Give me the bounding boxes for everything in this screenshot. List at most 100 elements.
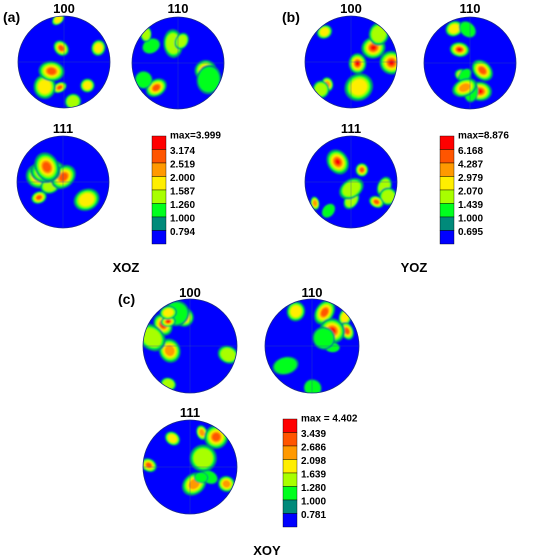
legend-level-label: 1.280 — [301, 483, 326, 494]
intensity-peak — [458, 20, 477, 38]
panel-c-label: (c) — [118, 291, 135, 307]
legend-level-label: 4.287 — [458, 160, 483, 171]
legend-swatch — [439, 162, 455, 177]
legend-level-label: 2.519 — [170, 160, 195, 171]
intensity-peak — [64, 93, 82, 108]
pole-figure-crosshair — [424, 17, 516, 109]
legend-swatch — [282, 513, 298, 528]
pole-figure-crosshair — [265, 299, 359, 393]
legend-swatch — [282, 432, 298, 447]
panel-a-pole-111-title: 111 — [53, 121, 73, 136]
legend-level-label: 1.439 — [458, 200, 483, 211]
legend-level-label: 2.098 — [301, 456, 326, 467]
pole-figure-crosshair — [18, 16, 110, 108]
intensity-peak — [143, 458, 157, 473]
panel-c-pole-figure-110 — [264, 298, 360, 394]
intensity-peak — [313, 299, 336, 325]
legend-swatch — [282, 472, 298, 487]
panel-b-pole-figure-111 — [304, 135, 398, 229]
intensity-peak — [344, 73, 374, 102]
panel-a-label: (a) — [3, 9, 20, 25]
legend-level-label: 6.168 — [458, 146, 483, 157]
pole-figure-crosshair — [143, 299, 237, 393]
intensity-peak — [33, 74, 56, 100]
legend-swatch — [282, 486, 298, 501]
intensity-peak — [355, 163, 369, 177]
panel-b-pole-110-title: 110 — [460, 1, 481, 16]
panel-a-pole-figure-100 — [17, 15, 111, 109]
panel-c: (c) 100 110 111 max = 4.402 3.439 2.686 2.0… — [118, 285, 360, 558]
intensity-peak — [217, 345, 237, 364]
intensity-peak — [73, 188, 100, 211]
pole-figure-crosshair — [305, 16, 397, 108]
legend-swatch — [282, 418, 298, 433]
panel-c-pole-111-title: 111 — [180, 405, 200, 420]
legend-swatch — [151, 203, 167, 218]
legend-level-label: 2.000 — [170, 173, 195, 184]
panel-c-legend: max = 4.402 3.439 2.686 2.098 1.639 1.280 1.00… — [282, 414, 358, 528]
panel-a: (a) 100 110 111 max=3.999 3.174 2.519 2.000… — [3, 1, 225, 275]
legend-max-label: max=8.876 — [458, 131, 509, 142]
panel-b-pole-figure-110 — [423, 16, 517, 110]
pole-figure-crosshair — [143, 420, 237, 514]
legend-swatch — [151, 230, 167, 245]
intensity-peak — [80, 78, 95, 93]
intensity-peak — [159, 305, 178, 320]
intensity-peak — [193, 471, 209, 484]
intensity-peak — [348, 53, 367, 74]
legend-max-label: max = 4.402 — [301, 414, 358, 425]
legend-swatch — [151, 216, 167, 231]
intensity-peak — [91, 39, 106, 57]
panel-a-pole-figure-110 — [131, 16, 225, 110]
panel-a-pole-figure-111 — [16, 135, 110, 229]
pole-figure-outline — [304, 15, 398, 109]
pole-figure-outline — [423, 16, 517, 110]
intensity-peak — [272, 356, 299, 375]
panel-a-pole-100-title: 100 — [53, 1, 75, 16]
legend-level-label: 1.260 — [170, 200, 195, 211]
panel-c-pole-110-title: 110 — [302, 285, 323, 300]
legend-swatch — [151, 176, 167, 191]
legend-level-label: 2.979 — [458, 173, 483, 184]
panel-c-pole-figure-111 — [142, 419, 238, 515]
legend-level-label: 3.174 — [170, 146, 195, 157]
panel-b-plane-label: YOZ — [401, 260, 428, 275]
legend-swatch — [439, 176, 455, 191]
legend-level-label: 0.695 — [458, 227, 483, 238]
panel-a-legend: max=3.999 3.174 2.519 2.000 1.587 1.260 1.000 0… — [151, 131, 221, 245]
legend-level-label: 2.070 — [458, 187, 483, 198]
pole-figure-crosshair — [132, 17, 224, 109]
legend-swatch — [151, 189, 167, 204]
legend-swatch — [151, 135, 167, 150]
legend-level-label: 1.587 — [170, 187, 195, 198]
intensity-peak — [134, 70, 153, 89]
intensity-peak — [189, 444, 217, 472]
panel-c-pole-figure-100 — [142, 298, 238, 394]
intensity-peak — [379, 187, 397, 206]
legend-swatch — [439, 149, 455, 164]
pole-figure-outline — [142, 298, 238, 394]
legend-level-label: 1.000 — [458, 214, 483, 225]
legend-swatch — [439, 216, 455, 231]
panel-b-pole-111-title: 111 — [341, 121, 361, 136]
intensity-peak — [471, 59, 494, 82]
legend-swatch — [439, 230, 455, 245]
pole-figure-crosshair — [305, 136, 397, 228]
intensity-peak — [379, 50, 397, 75]
intensity-peak — [312, 326, 336, 350]
legend-swatch — [439, 203, 455, 218]
legend-level-label: 3.439 — [301, 429, 326, 440]
panel-c-pole-100-title: 100 — [179, 285, 201, 300]
pole-figure-outline — [142, 419, 238, 515]
panel-b-pole-figure-100 — [304, 15, 398, 109]
intensity-peak — [449, 42, 470, 58]
legend-level-label: 0.794 — [170, 227, 195, 238]
pole-figure-outline — [16, 135, 110, 229]
panel-c-plane-label: XOY — [253, 543, 281, 558]
intensity-peak — [31, 191, 47, 204]
legend-level-label: 1.639 — [301, 470, 326, 481]
panel-b-pole-100-title: 100 — [340, 1, 362, 16]
legend-swatch — [151, 162, 167, 177]
panel-b-legend: max=8.876 6.168 4.287 2.979 2.070 1.439 1.000 0… — [439, 131, 509, 245]
intensity-peak — [204, 425, 229, 449]
